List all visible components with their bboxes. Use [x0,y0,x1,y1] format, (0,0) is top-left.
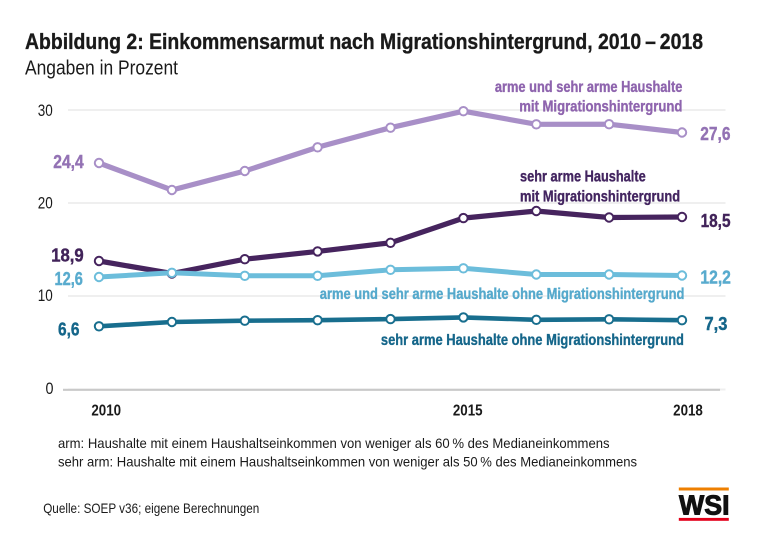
svg-text:sehr arme Haushalte ohne Migra: sehr arme Haushalte ohne Migrationshinte… [381,332,684,349]
svg-text:12,6: 12,6 [55,269,83,289]
svg-text:sehr arme Haushalte: sehr arme Haushalte [520,169,646,186]
svg-text:arme und sehr arme Haushalte: arme und sehr arme Haushalte [495,79,683,96]
svg-text:18,9: 18,9 [51,246,84,266]
svg-text:arm: Haushalte mit einem Haush: arm: Haushalte mit einem Haushaltseinkom… [58,435,610,451]
svg-text:Abbildung 2: Einkommensarmut n: Abbildung 2: Einkommensarmut nach Migrat… [25,29,703,54]
svg-text:6,6: 6,6 [58,320,80,340]
svg-text:mit Migrationshintergrund: mit Migrationshintergrund [520,188,680,205]
svg-text:30: 30 [38,101,53,120]
svg-text:2015: 2015 [453,403,483,420]
svg-text:12,2: 12,2 [700,268,731,288]
svg-text:sehr arm: Haushalte mit einem: sehr arm: Haushalte mit einem Haushaltse… [58,453,637,469]
svg-text:7,3: 7,3 [705,314,728,334]
svg-text:WSI: WSI [679,489,730,520]
svg-text:20: 20 [38,193,53,212]
svg-text:mit Migrationshintergrund: mit Migrationshintergrund [519,98,682,115]
svg-text:Quelle: SOEP v36; eigene Berec: Quelle: SOEP v36; eigene Berechnungen [43,500,259,516]
svg-text:0: 0 [46,379,54,398]
svg-text:2018: 2018 [673,403,703,420]
svg-text:10: 10 [38,286,53,305]
svg-text:Angaben in Prozent: Angaben in Prozent [25,58,178,80]
svg-text:18,5: 18,5 [701,211,731,231]
svg-text:24,4: 24,4 [53,152,83,172]
svg-text:arme und sehr arme Haushalte o: arme und sehr arme Haushalte ohne Migrat… [320,286,685,303]
svg-text:27,6: 27,6 [700,124,730,144]
svg-text:2010: 2010 [91,403,121,420]
